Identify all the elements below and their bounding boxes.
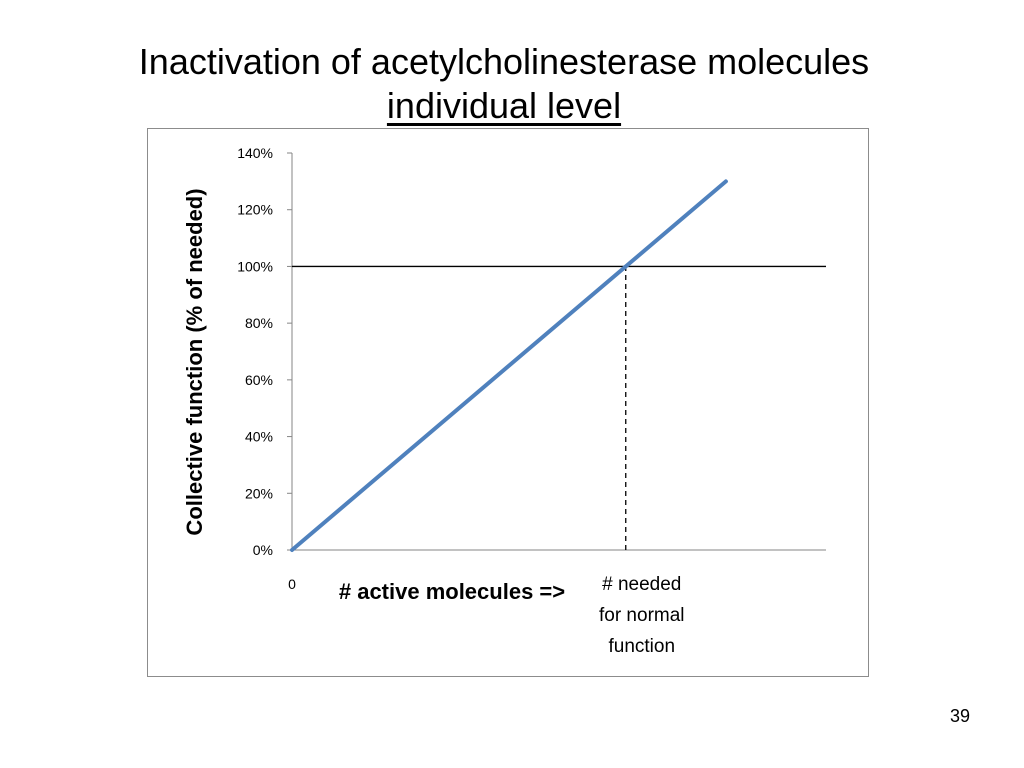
- page-number: 39: [949, 706, 970, 726]
- y-tick-label: 60%: [245, 372, 273, 388]
- slide-title: Inactivation of acetylcholinesterase mol…: [0, 40, 1008, 128]
- x-axis-label: # active molecules =>: [339, 579, 565, 604]
- x-tick-label: # needed for normal function: [599, 574, 685, 657]
- title-line-2: individual level: [386, 85, 622, 126]
- y-tick-label: 80%: [245, 315, 273, 331]
- x-tick-label: 0: [288, 576, 296, 592]
- title-line-1: Inactivation of acetylcholinesterase mol…: [138, 41, 870, 82]
- y-tick-label: 120%: [237, 202, 273, 218]
- y-tick-label: 100%: [237, 258, 273, 274]
- chart-frame: [147, 128, 869, 677]
- y-tick-label: 140%: [237, 145, 273, 161]
- y-tick-label: 0%: [253, 542, 273, 558]
- y-axis-label: Collective function (% of needed): [182, 188, 207, 535]
- series-line: [290, 179, 728, 552]
- y-tick-label: 40%: [245, 429, 273, 445]
- y-tick-label: 20%: [245, 485, 273, 501]
